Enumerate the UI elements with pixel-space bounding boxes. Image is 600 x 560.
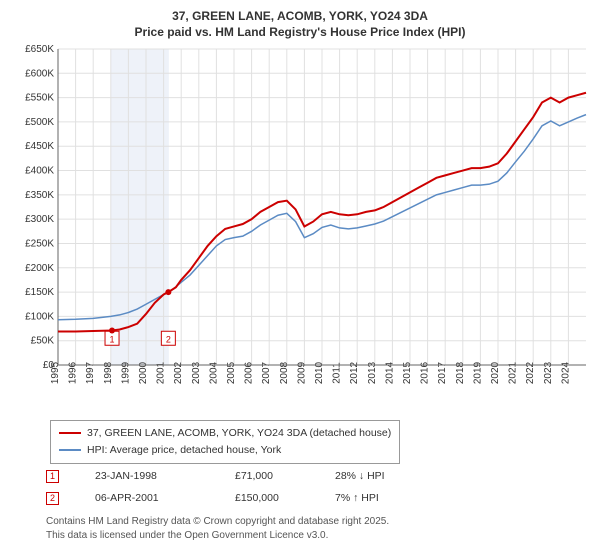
chart-container: 37, GREEN LANE, ACOMB, YORK, YO24 3DA Pr… — [0, 0, 600, 560]
legend-swatch — [59, 432, 81, 434]
svg-text:£100K: £100K — [25, 311, 54, 322]
sale-price: £150,000 — [235, 492, 305, 504]
footer-line: This data is licensed under the Open Gov… — [46, 529, 590, 543]
sale-price: £71,000 — [235, 470, 305, 482]
svg-text:£450K: £450K — [25, 141, 54, 152]
chart-plot-area: £0£50K£100K£150K£200K£250K£300K£350K£400… — [10, 45, 590, 410]
footer-attribution: Contains HM Land Registry data © Crown c… — [46, 515, 590, 542]
chart-svg: £0£50K£100K£150K£200K£250K£300K£350K£400… — [10, 45, 590, 410]
sale-delta: 28% ↓ HPI — [335, 470, 425, 482]
svg-text:£50K: £50K — [31, 336, 55, 347]
table-row: 1 23-JAN-1998 £71,000 28% ↓ HPI — [46, 465, 425, 487]
svg-text:£500K: £500K — [25, 117, 54, 128]
legend-swatch — [59, 449, 81, 451]
svg-text:2: 2 — [166, 334, 171, 344]
sale-delta: 7% ↑ HPI — [335, 492, 425, 504]
svg-text:£550K: £550K — [25, 93, 54, 104]
chart-title: 37, GREEN LANE, ACOMB, YORK, YO24 3DA Pr… — [0, 0, 600, 40]
sales-table: 1 23-JAN-1998 £71,000 28% ↓ HPI 2 06-APR… — [46, 465, 425, 509]
svg-text:£300K: £300K — [25, 214, 54, 225]
sale-date: 23-JAN-1998 — [95, 470, 205, 482]
sale-marker-icon: 2 — [46, 492, 59, 505]
legend: 37, GREEN LANE, ACOMB, YORK, YO24 3DA (d… — [50, 420, 400, 464]
svg-text:£350K: £350K — [25, 190, 54, 201]
svg-text:£600K: £600K — [25, 68, 54, 79]
sale-marker-icon: 1 — [46, 470, 59, 483]
legend-label: HPI: Average price, detached house, York — [87, 442, 281, 459]
legend-item: HPI: Average price, detached house, York — [59, 442, 391, 459]
svg-text:£150K: £150K — [25, 287, 54, 298]
legend-label: 37, GREEN LANE, ACOMB, YORK, YO24 3DA (d… — [87, 425, 391, 442]
svg-text:£200K: £200K — [25, 263, 54, 274]
table-row: 2 06-APR-2001 £150,000 7% ↑ HPI — [46, 487, 425, 509]
title-line-1: 37, GREEN LANE, ACOMB, YORK, YO24 3DA — [0, 8, 600, 24]
title-line-2: Price paid vs. HM Land Registry's House … — [0, 24, 600, 40]
sale-date: 06-APR-2001 — [95, 492, 205, 504]
legend-item: 37, GREEN LANE, ACOMB, YORK, YO24 3DA (d… — [59, 425, 391, 442]
svg-text:1: 1 — [110, 334, 115, 344]
svg-text:£650K: £650K — [25, 45, 54, 55]
svg-text:£400K: £400K — [25, 166, 54, 177]
svg-text:£250K: £250K — [25, 238, 54, 249]
footer-line: Contains HM Land Registry data © Crown c… — [46, 515, 590, 529]
